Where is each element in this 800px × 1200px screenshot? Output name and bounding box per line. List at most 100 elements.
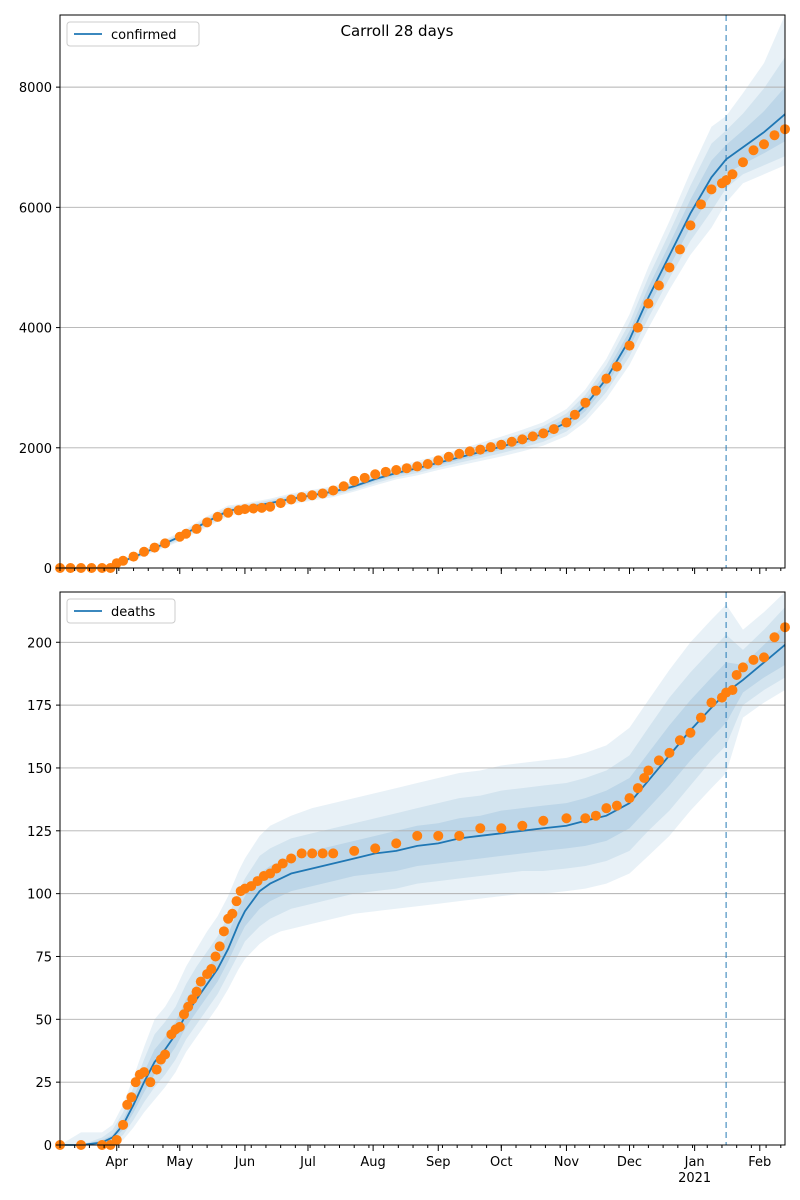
observed-point: [475, 444, 486, 455]
observed-point: [632, 783, 643, 794]
observed-point: [212, 511, 223, 522]
confirmed-panel: 0 2000 4000 6000 8000 confirmed: [19, 14, 790, 577]
deaths-axes-frame: [59, 591, 786, 1146]
band-80pct: [60, 57, 785, 569]
observed-point: [218, 926, 229, 937]
observed-point: [370, 469, 381, 480]
observed-point: [485, 442, 496, 453]
x-tick-label: May: [166, 1155, 193, 1170]
observed-point: [517, 434, 528, 445]
observed-point: [160, 538, 171, 549]
observed-point: [210, 951, 221, 962]
x-tick-label: Sep: [426, 1155, 451, 1170]
observed-point: [128, 551, 139, 562]
observed-point: [590, 385, 601, 396]
y-tick-label: 75: [35, 950, 52, 965]
deaths-grid: [60, 641, 785, 1083]
observed-point: [328, 485, 339, 496]
observed-point: [349, 845, 360, 856]
x-tick-label: Jun: [234, 1155, 255, 1170]
y-tick-label: 150: [27, 762, 52, 777]
deaths-observed-points: [55, 622, 790, 1150]
observed-point: [538, 815, 549, 826]
figure-title: Carroll 28 days: [341, 22, 454, 40]
observed-point: [412, 830, 423, 841]
deaths-legend-box: [66, 598, 176, 624]
observed-point: [721, 175, 732, 186]
deaths-legend-label: deaths: [111, 605, 156, 620]
confirmed-x-axis: [59, 568, 782, 574]
observed-point: [145, 1077, 156, 1088]
deaths-uncertainty-bands: [60, 592, 785, 1145]
observed-point: [496, 823, 507, 834]
y-tick-label: 50: [35, 1013, 52, 1028]
observed-point: [664, 747, 675, 758]
observed-point: [202, 517, 213, 528]
observed-point: [412, 461, 423, 472]
y-tick-label: 125: [27, 825, 52, 840]
band-50pct: [60, 624, 785, 1145]
observed-point: [296, 492, 307, 503]
observed-point: [527, 431, 538, 442]
observed-point: [187, 994, 198, 1005]
observed-point: [674, 244, 685, 255]
observed-point: [401, 463, 412, 474]
confirmed-axes-frame: [59, 14, 786, 569]
observed-point: [359, 472, 370, 483]
band-80pct: [60, 607, 785, 1145]
observed-point: [639, 773, 650, 784]
observed-point: [590, 810, 601, 821]
deaths-y-axis: 0 25 50 75 100 125 150 175 200: [27, 636, 60, 1154]
confirmed-uncertainty-bands: [60, 15, 785, 569]
deaths-legend: deaths: [66, 598, 176, 624]
observed-point: [748, 145, 759, 156]
observed-point: [769, 632, 780, 643]
observed-point: [506, 436, 517, 447]
observed-point: [454, 448, 465, 459]
observed-point: [248, 503, 259, 514]
observed-point: [328, 848, 339, 859]
observed-point: [160, 1049, 171, 1060]
band-95pct: [60, 15, 785, 568]
y-tick-label: 25: [35, 1076, 52, 1091]
y-tick-label: 175: [27, 699, 52, 714]
observed-point: [391, 838, 402, 849]
observed-point: [454, 830, 465, 841]
observed-point: [731, 669, 742, 680]
observed-point: [111, 1134, 122, 1145]
observed-point: [727, 169, 738, 180]
observed-point: [548, 424, 559, 435]
observed-point: [391, 465, 402, 476]
observed-point: [569, 409, 580, 420]
observed-point: [178, 1009, 189, 1020]
observed-point: [265, 501, 276, 512]
observed-point: [475, 823, 486, 834]
observed-point: [275, 498, 286, 509]
observed-point: [601, 373, 612, 384]
observed-point: [422, 459, 433, 470]
y-tick-label: 8000: [19, 81, 52, 96]
observed-point: [538, 428, 549, 439]
observed-point: [227, 908, 238, 919]
observed-point: [611, 361, 622, 372]
observed-point: [624, 793, 635, 804]
observed-point: [118, 555, 129, 566]
deaths-panel: 0 25 50 75 100 125 150 175 200 Apr May Jun Jul Aug Se…: [27, 591, 790, 1186]
band-95pct: [60, 592, 785, 1145]
observed-point: [151, 1064, 162, 1075]
observed-point: [206, 964, 217, 975]
observed-point: [664, 262, 675, 273]
observed-point: [195, 976, 206, 987]
observed-point: [122, 1099, 133, 1110]
observed-point: [296, 848, 307, 859]
observed-point: [674, 735, 685, 746]
observed-point: [748, 654, 759, 665]
observed-point: [191, 523, 202, 534]
y-tick-label: 6000: [19, 201, 52, 216]
observed-point: [685, 727, 696, 738]
x-tick-label: Jul: [299, 1155, 316, 1170]
y-tick-label: 4000: [19, 322, 52, 337]
confirmed-grid: [60, 86, 785, 449]
y-tick-label: 200: [27, 636, 52, 651]
